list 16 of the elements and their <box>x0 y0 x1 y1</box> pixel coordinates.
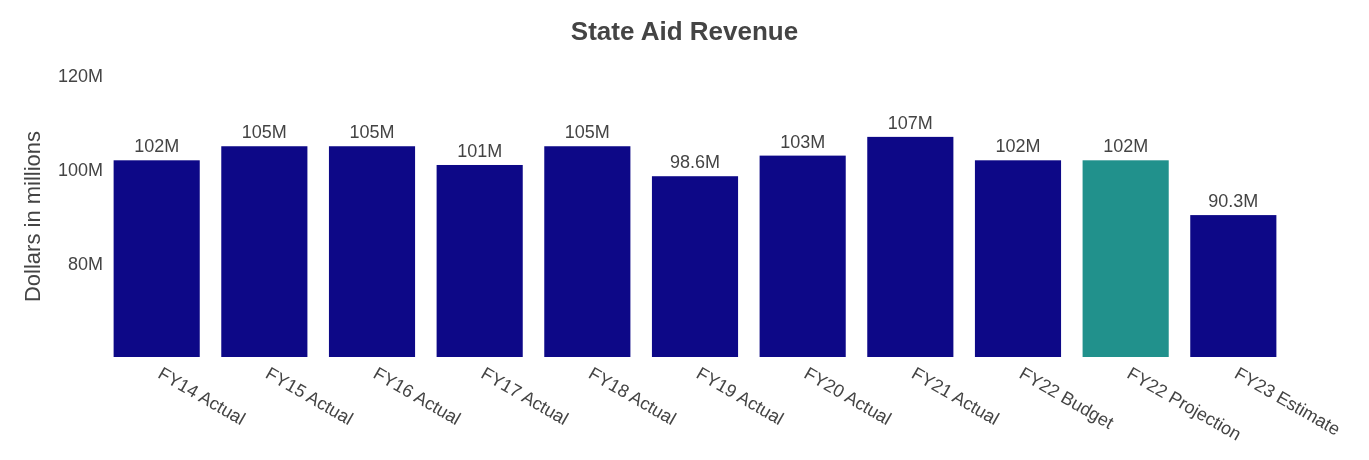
data-label: 103M <box>780 131 826 152</box>
data-label: 101M <box>457 140 503 161</box>
data-label: 107M <box>887 112 933 133</box>
y-tick-label: 120M <box>57 66 103 87</box>
chart-title: State Aid Revenue <box>570 16 799 46</box>
data-label: 102M <box>1103 136 1149 157</box>
data-label: 105M <box>349 122 395 143</box>
data-label: 105M <box>564 122 610 143</box>
data-label: 105M <box>241 122 287 143</box>
y-tick-label: 100M <box>57 159 103 180</box>
y-axis-title: Dollars in millions <box>20 130 45 303</box>
data-label: 98.6M <box>669 152 721 173</box>
data-label: 102M <box>134 136 180 157</box>
data-label: 90.3M <box>1208 191 1259 212</box>
y-tick-label: 80M <box>67 253 103 274</box>
data-label: 102M <box>995 136 1041 157</box>
